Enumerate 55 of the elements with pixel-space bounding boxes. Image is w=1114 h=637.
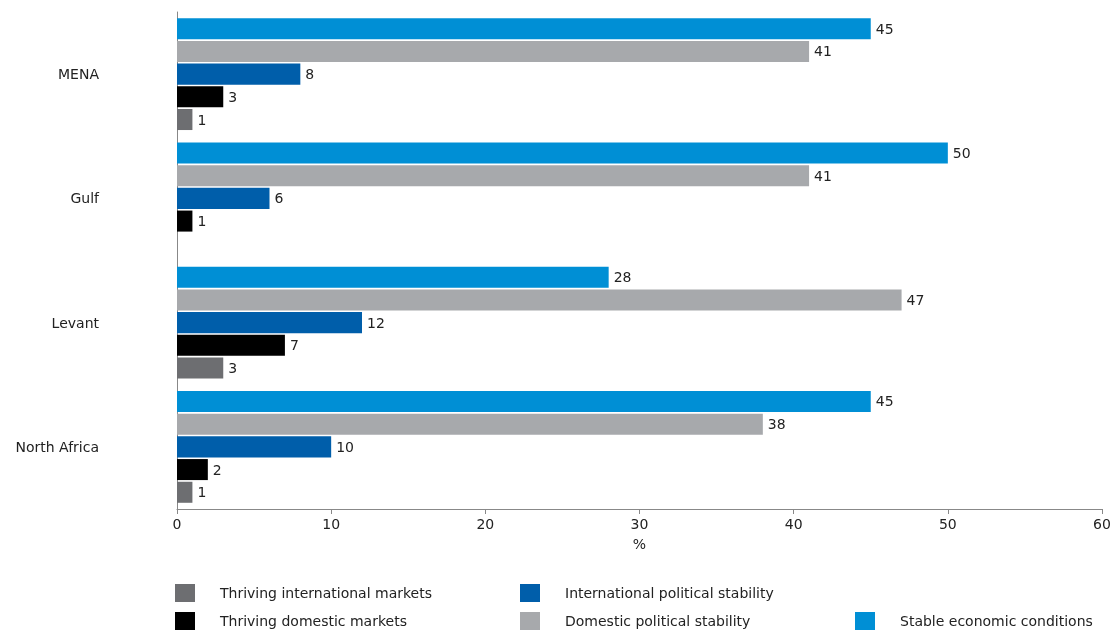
data-label: 45 bbox=[875, 393, 894, 410]
x-tick-label: 10 bbox=[322, 516, 341, 532]
y-tick-label: North Africa bbox=[15, 438, 99, 455]
bar bbox=[177, 187, 270, 209]
bar bbox=[177, 165, 810, 187]
bar bbox=[177, 40, 810, 62]
data-label: 2 bbox=[212, 461, 222, 478]
bar bbox=[177, 18, 871, 40]
data-label: 45 bbox=[875, 20, 894, 37]
x-tick-label: 50 bbox=[938, 516, 957, 532]
bar bbox=[177, 109, 193, 131]
bar bbox=[177, 142, 948, 164]
bar bbox=[177, 312, 362, 334]
data-label: 3 bbox=[228, 360, 238, 377]
y-tick-label: Gulf bbox=[70, 190, 101, 207]
x-tick-label: 20 bbox=[476, 516, 495, 532]
legend-label: Stable economic conditions bbox=[900, 613, 1093, 629]
y-tick-label: Levant bbox=[51, 314, 100, 331]
data-label: 47 bbox=[906, 291, 925, 308]
data-label: 6 bbox=[274, 190, 284, 207]
x-axis-title: % bbox=[632, 536, 647, 552]
x-tick-label: 60 bbox=[1093, 516, 1111, 532]
bar bbox=[177, 289, 902, 311]
data-label: 38 bbox=[767, 416, 786, 433]
data-label: 10 bbox=[336, 438, 354, 455]
bar bbox=[177, 86, 224, 108]
bar bbox=[177, 334, 285, 356]
bar bbox=[177, 210, 193, 232]
data-label: 1 bbox=[197, 213, 207, 230]
x-tick-label: 30 bbox=[630, 516, 649, 532]
bar bbox=[177, 436, 332, 458]
y-tick-label: MENA bbox=[58, 66, 100, 83]
data-label: 12 bbox=[367, 314, 385, 331]
legend-label: Domestic political stability bbox=[565, 613, 751, 629]
data-label: 28 bbox=[613, 269, 632, 286]
bar bbox=[177, 357, 224, 379]
data-label: 41 bbox=[814, 43, 832, 60]
legend-label: Thriving domestic markets bbox=[219, 613, 407, 629]
bar bbox=[177, 413, 763, 435]
x-tick-label: 0 bbox=[172, 516, 182, 532]
data-label: 1 bbox=[197, 484, 207, 501]
legend-label: International political stability bbox=[565, 585, 774, 601]
bar bbox=[177, 266, 609, 288]
data-label: 7 bbox=[289, 337, 299, 354]
data-label: 41 bbox=[814, 167, 832, 184]
bar bbox=[177, 481, 193, 503]
data-label: 8 bbox=[305, 66, 315, 83]
x-tick-label: 40 bbox=[784, 516, 803, 532]
data-label: 3 bbox=[228, 88, 238, 105]
bar bbox=[177, 459, 208, 481]
data-label: 1 bbox=[197, 111, 207, 128]
data-label: 50 bbox=[952, 144, 971, 161]
bar bbox=[177, 63, 301, 85]
legend-label: Thriving international markets bbox=[219, 585, 432, 601]
bar bbox=[177, 390, 871, 412]
